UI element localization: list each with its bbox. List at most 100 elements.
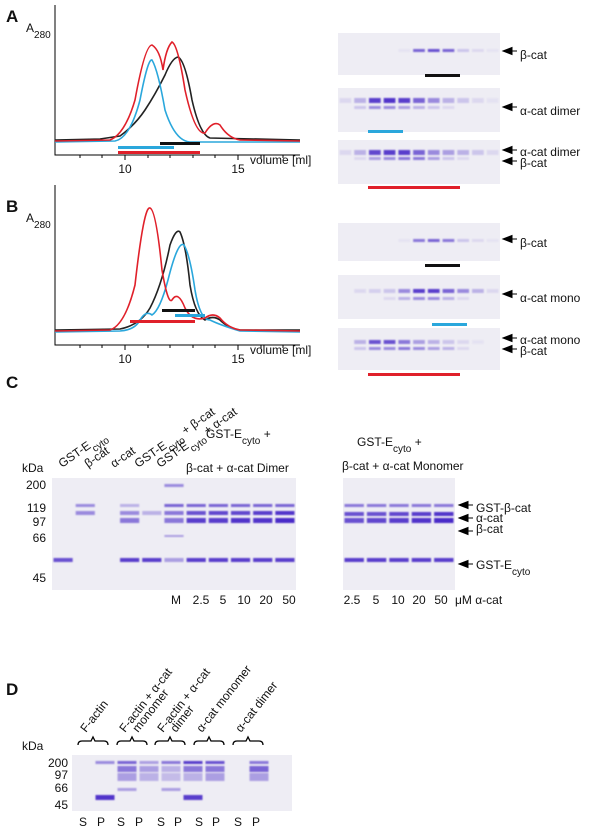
gel-band xyxy=(398,150,411,155)
gel-band xyxy=(230,504,251,507)
gel-band xyxy=(413,340,425,344)
gel-band xyxy=(427,340,440,344)
x-tick-label: 15 xyxy=(231,162,245,176)
gel-band xyxy=(442,340,455,344)
gel-band xyxy=(183,795,203,800)
concentration: 5 xyxy=(220,593,227,607)
gel-band xyxy=(389,518,409,523)
gel-band xyxy=(434,558,454,562)
gel-band xyxy=(413,239,425,242)
y-axis-label-sub: 280 xyxy=(34,30,51,41)
band-label-pre: GST-E xyxy=(476,558,512,572)
gel-strip xyxy=(338,140,500,184)
gel-band xyxy=(398,340,411,344)
kda-label: kDa xyxy=(22,739,44,753)
pool-bar xyxy=(118,146,174,149)
gel-band xyxy=(208,504,228,507)
band-label: β-cat xyxy=(520,344,548,358)
gel-band xyxy=(442,98,455,103)
arrow xyxy=(501,145,517,155)
condition-subtitle: β-cat + α-cat Monomer xyxy=(342,459,464,473)
gel-band xyxy=(472,289,484,293)
band-label: α-cat dimer xyxy=(520,145,580,159)
gel-band xyxy=(398,297,411,300)
gel-band xyxy=(120,504,140,507)
gel-band xyxy=(389,558,409,562)
gel-band xyxy=(186,504,206,507)
pool-bar xyxy=(118,151,200,154)
condition-subtitle: β-cat + α-cat Dimer xyxy=(186,461,289,475)
band-label: GST-β-cat xyxy=(476,501,532,515)
chromatogram-a xyxy=(54,5,301,160)
gel-band xyxy=(411,558,432,562)
lane-label: M xyxy=(171,593,181,607)
gel-band xyxy=(230,511,251,515)
gel-band xyxy=(427,297,440,300)
gel-band xyxy=(434,504,454,507)
group-brace xyxy=(232,735,264,746)
gel-strip xyxy=(338,33,500,75)
marker-label: 200 xyxy=(48,756,68,770)
gel-band xyxy=(389,504,409,507)
y-axis-label-main: A xyxy=(26,211,34,225)
concentration: 10 xyxy=(391,593,405,607)
gel-band xyxy=(164,484,184,487)
curve-blue xyxy=(54,59,300,143)
panel-letter: C xyxy=(6,373,18,392)
condition-title-pre: GST-E xyxy=(357,435,393,449)
gel-band xyxy=(413,49,425,52)
gel-band xyxy=(368,106,381,109)
y-axis-label-sub: 280 xyxy=(34,220,51,231)
gel-band xyxy=(383,150,396,155)
marker-label: 45 xyxy=(33,571,47,585)
axes xyxy=(54,5,300,160)
band-label: α-cat xyxy=(476,511,504,525)
pool-bar xyxy=(368,373,460,376)
curve-black xyxy=(54,56,301,141)
gel-band xyxy=(142,511,162,515)
concentration: 2.5 xyxy=(344,593,361,607)
gel-band xyxy=(183,773,203,781)
arrow xyxy=(501,46,517,56)
lane-label: P xyxy=(135,815,143,829)
gel-band xyxy=(427,289,440,293)
gel-band xyxy=(427,157,440,160)
gel-band xyxy=(427,106,440,109)
gel-band xyxy=(366,512,387,516)
band-label: β-cat xyxy=(520,48,548,62)
gel-band xyxy=(354,98,366,103)
gel-band xyxy=(427,239,440,242)
marker-label: 66 xyxy=(33,531,47,545)
gel-band xyxy=(442,106,455,109)
gel-band xyxy=(413,347,425,350)
gel-band xyxy=(457,289,470,293)
gel-band xyxy=(472,150,484,155)
gel-band xyxy=(434,518,454,523)
gel-band xyxy=(366,504,387,507)
lane-label: P xyxy=(174,815,182,829)
gel-band xyxy=(230,558,251,562)
gel-strip xyxy=(72,755,292,811)
gel-band xyxy=(354,106,366,109)
marker-label: 97 xyxy=(33,515,47,529)
gel-band xyxy=(120,511,140,515)
group-label: F-actin xyxy=(77,697,111,735)
gel-band xyxy=(164,504,184,507)
lane-label: S xyxy=(117,815,125,829)
gel-band xyxy=(344,504,364,507)
concentration: 5 xyxy=(373,593,380,607)
gel-band xyxy=(275,518,295,523)
band-label: α-cat mono xyxy=(520,333,581,347)
gel-band xyxy=(368,150,381,155)
gel-band xyxy=(186,511,206,515)
gel-band xyxy=(275,511,295,515)
gel-band xyxy=(383,106,396,109)
gel-strip xyxy=(338,88,500,132)
gel-band xyxy=(442,157,455,160)
band-label: β-cat xyxy=(520,156,548,170)
gel-band xyxy=(472,340,484,344)
gel-band xyxy=(186,518,206,523)
pool-bar xyxy=(160,142,200,145)
gels xyxy=(52,33,517,811)
band-label: α-cat mono xyxy=(520,291,581,305)
